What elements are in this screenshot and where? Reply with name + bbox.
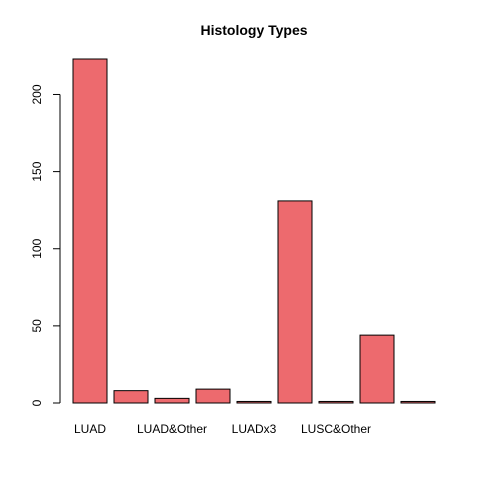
bar-1 — [72, 58, 108, 404]
x-axis-labels: LUAD LUAD&Other LUADx3 LUSC&Other — [74, 422, 371, 436]
bar-3 — [154, 397, 190, 404]
bar-2 — [113, 390, 149, 404]
bars-group — [72, 58, 436, 404]
x-tick-label: LUSC&Other — [301, 422, 371, 436]
x-tick-label: LUAD — [74, 422, 106, 436]
bar-6 — [277, 200, 313, 404]
bar-5 — [236, 400, 272, 404]
y-tick-label: 0 — [30, 399, 44, 406]
bar-4 — [195, 388, 231, 404]
y-tick-label: 100 — [30, 238, 44, 258]
chart-title: Histology Types — [200, 22, 307, 38]
y-axis: 0 50 100 150 200 — [30, 84, 61, 406]
y-tick-label: 150 — [30, 161, 44, 181]
bar-9 — [400, 400, 436, 404]
y-tick-label: 50 — [30, 319, 44, 333]
x-tick-label: LUAD&Other — [137, 422, 207, 436]
bar-7 — [318, 400, 354, 404]
bar-8 — [359, 334, 395, 404]
y-tick-label: 200 — [30, 84, 44, 104]
x-tick-label: LUADx3 — [232, 422, 277, 436]
